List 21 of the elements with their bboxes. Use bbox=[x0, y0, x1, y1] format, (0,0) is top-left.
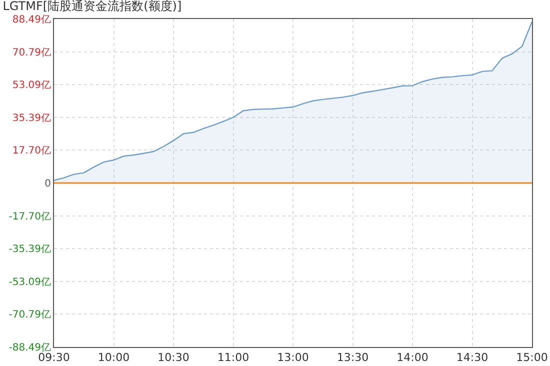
x-tick-label: 10:00 bbox=[98, 351, 130, 364]
x-tick-label: 14:00 bbox=[396, 351, 428, 364]
x-tick-label: 09:30 bbox=[38, 351, 70, 364]
x-tick-label: 10:30 bbox=[158, 351, 190, 364]
x-tick-label: 11:00 bbox=[217, 351, 250, 364]
y-tick-label: -70.79亿 bbox=[8, 310, 51, 321]
x-tick-label: 13:30 bbox=[336, 351, 369, 364]
y-tick-label: 70.79亿 bbox=[12, 47, 51, 58]
y-tick-label: -53.09亿 bbox=[8, 276, 51, 288]
y-tick-label: 0 bbox=[44, 178, 51, 190]
chart-title: LGTMF[陆股通资金流指数(额度)] bbox=[2, 0, 182, 14]
y-tick-label: 53.09亿 bbox=[12, 80, 51, 92]
y-tick-label: 88.49亿 bbox=[12, 14, 51, 26]
y-tick-label: -35.39亿 bbox=[8, 244, 51, 256]
y-tick-label: 17.70亿 bbox=[12, 146, 51, 157]
x-tick-label: 15:00 bbox=[516, 351, 548, 364]
y-tick-label: -17.70亿 bbox=[8, 211, 51, 222]
y-tick-label: 35.39亿 bbox=[12, 112, 51, 124]
x-tick-label: 14:30 bbox=[456, 351, 488, 364]
x-tick-label: 13:00 bbox=[277, 351, 309, 364]
y-tick-label: -88.49亿 bbox=[8, 342, 51, 354]
